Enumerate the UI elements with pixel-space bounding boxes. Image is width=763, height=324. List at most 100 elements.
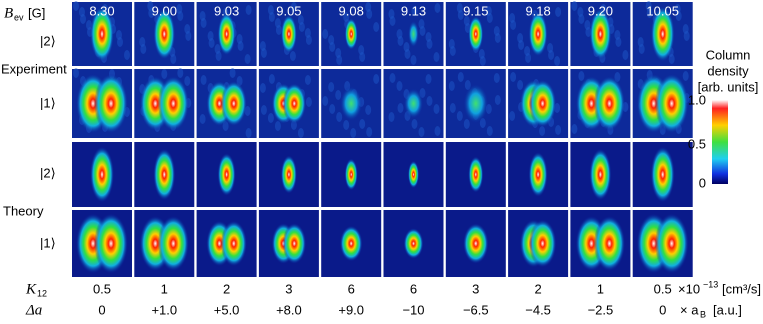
noise	[571, 1, 578, 11]
noise	[260, 105, 267, 115]
da-value: −4.5	[525, 302, 551, 317]
noise	[485, 6, 492, 16]
noise	[365, 105, 372, 115]
row-label: |2⟩	[40, 165, 56, 180]
k12-symbol: K	[25, 281, 37, 297]
cloud	[654, 213, 689, 274]
da-unit: [a.u.]	[713, 302, 742, 317]
noise	[448, 39, 455, 49]
k12-unit-exp: −13	[703, 279, 718, 289]
cloud	[90, 146, 114, 203]
colorbar-tick: 0	[699, 175, 706, 190]
noise	[547, 43, 554, 53]
cloud	[157, 75, 189, 132]
noise	[448, 81, 455, 91]
noise	[177, 68, 184, 78]
k12-value: 0.5	[93, 281, 111, 296]
noise	[539, 126, 546, 136]
noise	[493, 26, 500, 36]
cloud	[403, 88, 424, 119]
b-value: 9.13	[401, 3, 426, 18]
noise	[236, 34, 243, 44]
b-value: 9.15	[463, 3, 488, 18]
panel-grid	[72, 1, 693, 277]
cloud	[654, 73, 689, 134]
noise	[124, 50, 130, 60]
cloud	[528, 79, 557, 128]
b-value: 9.00	[152, 3, 177, 18]
b-value: 10.05	[646, 3, 679, 18]
cloud	[280, 14, 297, 54]
k12-unit-base: ×10	[678, 281, 700, 296]
noise	[510, 72, 517, 82]
cloud	[220, 220, 247, 267]
noise	[358, 45, 365, 55]
noise	[335, 48, 342, 58]
cloud	[282, 223, 307, 264]
row-label: |2⟩	[40, 33, 56, 48]
noise	[229, 68, 236, 78]
noise	[305, 97, 312, 107]
cloud	[528, 219, 557, 268]
noise	[577, 7, 584, 17]
noise	[373, 74, 380, 84]
noise	[433, 104, 440, 114]
k12-value: 3	[285, 281, 292, 296]
k12-value: 3	[472, 281, 479, 296]
cloud	[408, 160, 419, 189]
noise	[388, 9, 395, 19]
b-value: 8.30	[89, 3, 114, 18]
cloud	[153, 148, 176, 201]
colorbar-title: Column	[706, 47, 751, 62]
noise	[449, 103, 456, 113]
noise	[267, 5, 274, 15]
cloud	[90, 6, 114, 62]
noise	[297, 128, 304, 138]
noise	[245, 5, 252, 15]
noise	[645, 1, 652, 11]
cloud	[217, 153, 236, 196]
noise	[517, 33, 524, 43]
noise	[494, 95, 501, 105]
noise	[674, 4, 681, 14]
noise	[259, 83, 266, 93]
da-value: +5.0	[214, 302, 240, 317]
noise	[433, 52, 440, 62]
k12-sub: 12	[37, 288, 47, 298]
noise	[486, 126, 493, 136]
noise	[554, 56, 561, 66]
colorbar-tick: 1.0	[688, 92, 706, 107]
noise	[184, 76, 191, 86]
noise	[199, 114, 206, 124]
noise	[584, 20, 591, 30]
da-symbol: Δa	[25, 302, 42, 318]
noise	[396, 29, 403, 39]
cloud	[528, 152, 548, 197]
noise	[116, 30, 122, 40]
colorbar-title: density	[707, 63, 749, 78]
k12-value: 0.5	[654, 281, 672, 296]
group-label: Experiment	[1, 61, 67, 76]
k12-unit: [cm³/s]	[722, 281, 761, 296]
noise	[682, 24, 689, 34]
noise	[637, 37, 644, 47]
noise	[614, 30, 621, 40]
noise	[682, 71, 689, 81]
b-unit: [G]	[28, 5, 45, 20]
noise	[335, 90, 342, 100]
noise	[304, 75, 311, 85]
noise	[418, 19, 425, 29]
noise	[359, 119, 366, 129]
k12-value: 6	[348, 281, 355, 296]
cloud	[589, 148, 612, 201]
noise	[578, 71, 585, 81]
b-value: 9.05	[276, 3, 301, 18]
noise	[555, 7, 562, 17]
da-value: −6.5	[463, 302, 489, 317]
noise	[478, 49, 485, 59]
noise	[322, 96, 329, 106]
noise	[304, 28, 311, 38]
noise	[259, 41, 266, 51]
noise	[555, 125, 562, 135]
